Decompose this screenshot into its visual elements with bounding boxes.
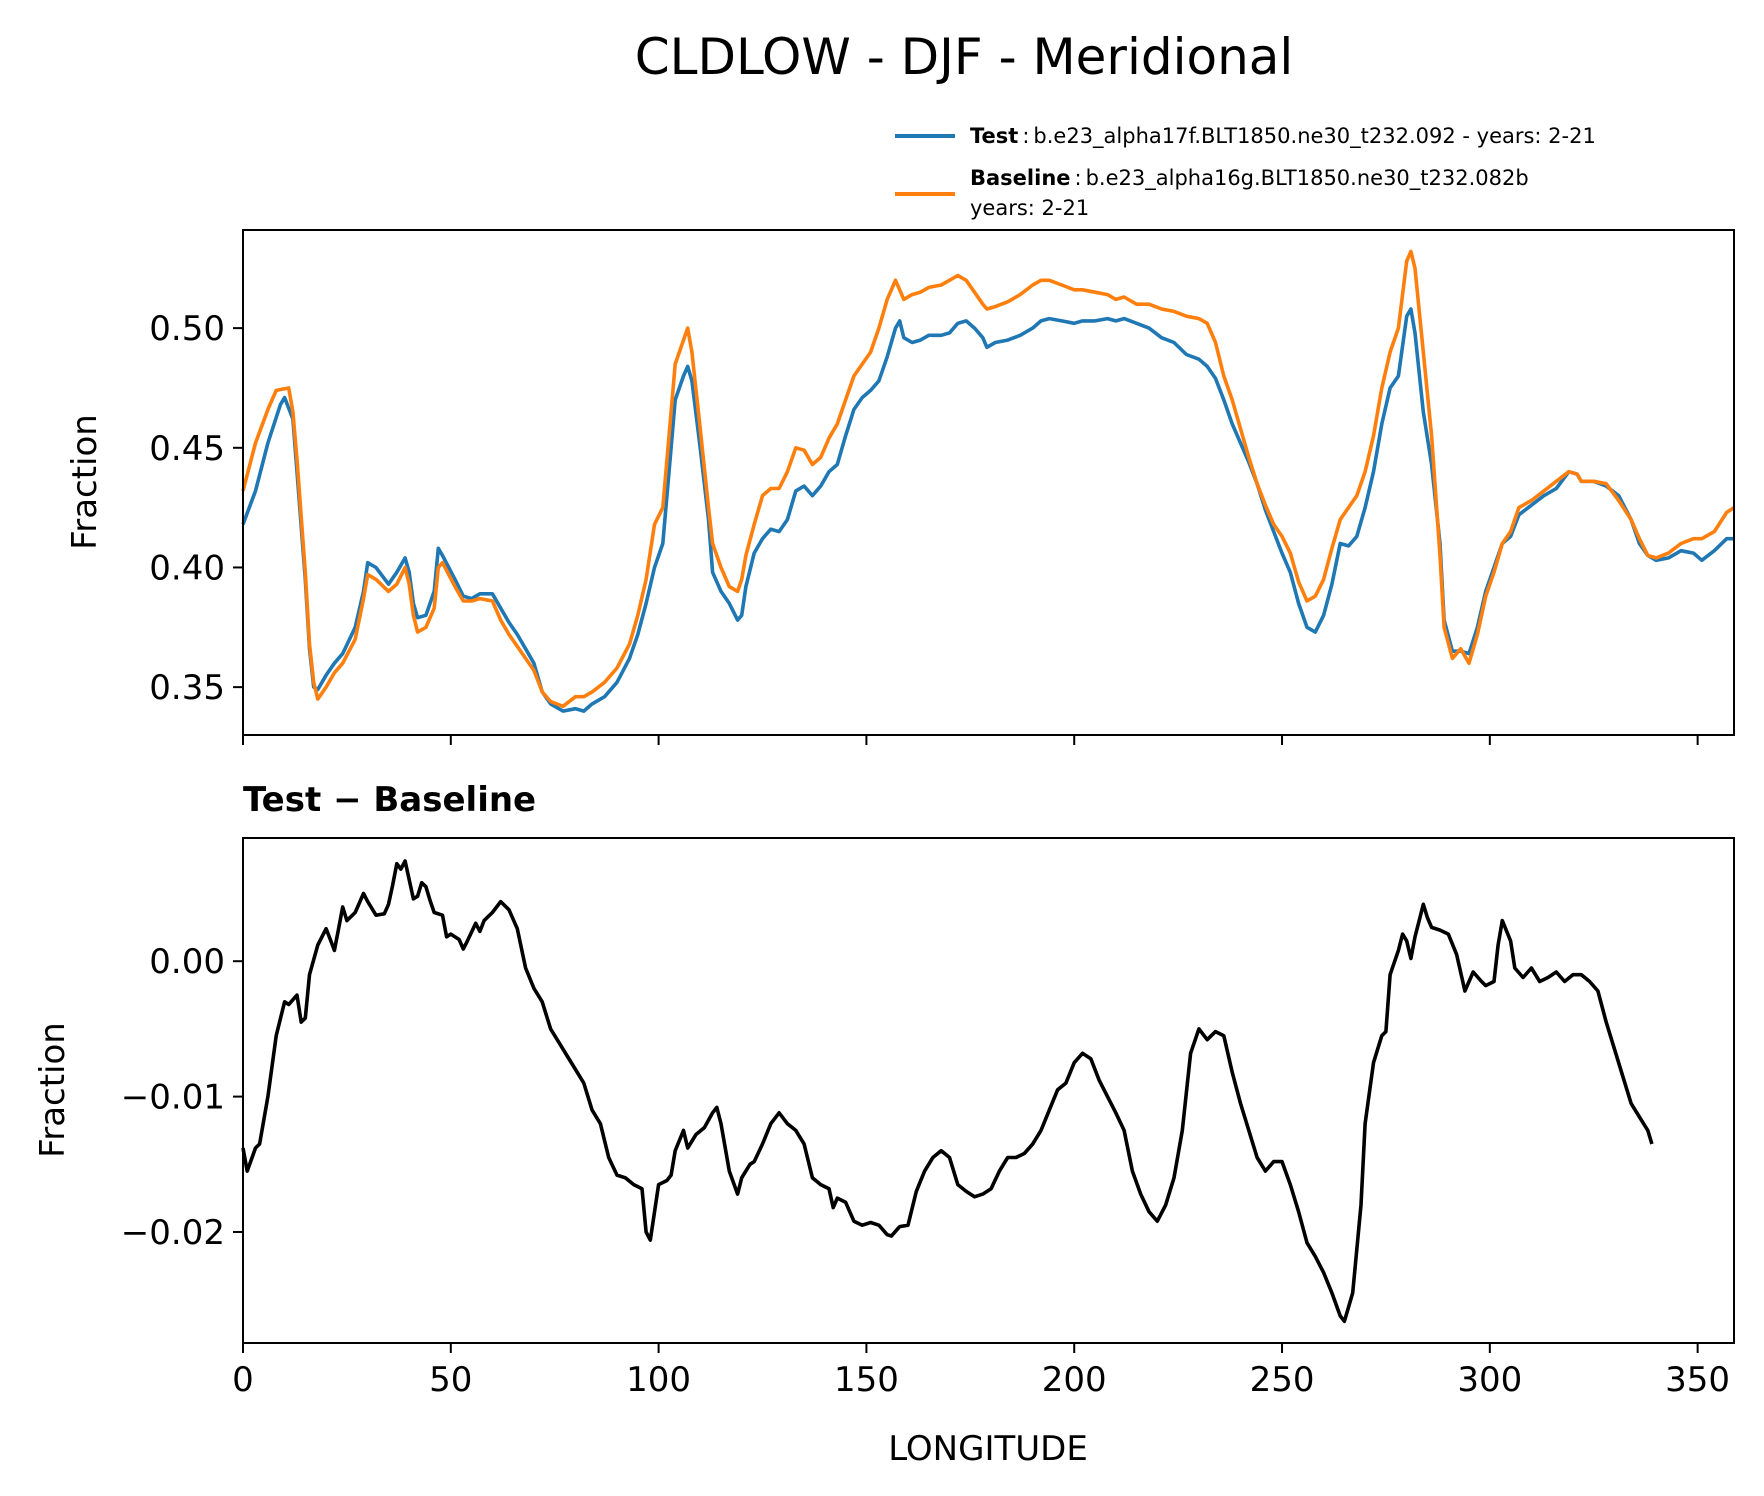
bottom-x-tick-label: 250 xyxy=(1250,1360,1315,1400)
x-axis-label: LONGITUDE xyxy=(888,1429,1088,1469)
top-series-group xyxy=(241,249,1735,713)
bottom-y-tick-label: −0.02 xyxy=(121,1213,225,1253)
bottom-y-ticks: −0.02 −0.01 0.00 xyxy=(121,942,243,1253)
bottom-x-ticks: 0 50 100 150 200 250 300 350 xyxy=(232,1343,1730,1400)
bottom-series-line-0 xyxy=(241,859,1654,1324)
bottom-x-tick-label: 300 xyxy=(1457,1360,1522,1400)
bottom-x-tick-label: 200 xyxy=(1042,1360,1107,1400)
bottom-panel: Test − Baseline 0 50 100 150 200 250 300 350 −0… xyxy=(33,780,1735,1469)
top-plot-frame xyxy=(242,229,1735,736)
legend-baseline-sep: : xyxy=(1075,166,1082,190)
legend-baseline-text: b.e23_alpha16g.BLT1850.ne30_t232.082b xyxy=(1086,166,1529,191)
bottom-x-tick-label: 100 xyxy=(626,1360,691,1400)
legend-baseline-text2: years: 2-21 xyxy=(970,196,1089,220)
top-y-tick-label: 0.45 xyxy=(149,429,225,469)
bottom-y-axis-label: Fraction xyxy=(33,1022,73,1158)
legend-entry-baseline: Baseline: b.e23_alpha16g.BLT1850.ne30_t23… xyxy=(970,166,1529,191)
legend-test-sep: : xyxy=(1022,124,1029,148)
top-y-tick-label: 0.40 xyxy=(149,548,225,588)
top-panel: 0.35 0.40 0.45 0.50 Fraction xyxy=(65,229,1735,745)
legend: Test: b.e23_alpha17f.BLT1850.ne30_t232.09… xyxy=(895,124,1596,220)
top-y-tick-label: 0.50 xyxy=(149,309,225,349)
bottom-plot-frame xyxy=(242,837,1735,1344)
bottom-x-tick-label: 0 xyxy=(232,1360,254,1400)
bottom-y-tick-label: 0.00 xyxy=(149,942,225,982)
top-series-line-0 xyxy=(241,307,1734,713)
bottom-x-tick-label: 150 xyxy=(834,1360,899,1400)
top-y-tick-label: 0.35 xyxy=(149,668,225,708)
top-series-line-1 xyxy=(241,249,1735,709)
bottom-x-tick-label: 50 xyxy=(429,1360,472,1400)
top-x-ticks xyxy=(242,735,1699,745)
legend-entry-test: Test: b.e23_alpha17f.BLT1850.ne30_t232.09… xyxy=(970,124,1596,149)
top-y-axis-label: Fraction xyxy=(65,414,105,550)
legend-test-text: b.e23_alpha17f.BLT1850.ne30_t232.092 - y… xyxy=(1033,124,1595,149)
bottom-panel-title: Test − Baseline xyxy=(243,780,536,820)
legend-baseline-label: Baseline xyxy=(970,166,1071,190)
bottom-x-tick-label: 350 xyxy=(1665,1360,1730,1400)
top-y-ticks: 0.35 0.40 0.45 0.50 xyxy=(149,309,243,708)
figure-title: CLDLOW - DJF - Meridional xyxy=(635,28,1294,86)
bottom-y-tick-label: −0.01 xyxy=(121,1078,225,1118)
bottom-series-group xyxy=(241,859,1654,1324)
legend-test-label: Test xyxy=(970,124,1018,148)
